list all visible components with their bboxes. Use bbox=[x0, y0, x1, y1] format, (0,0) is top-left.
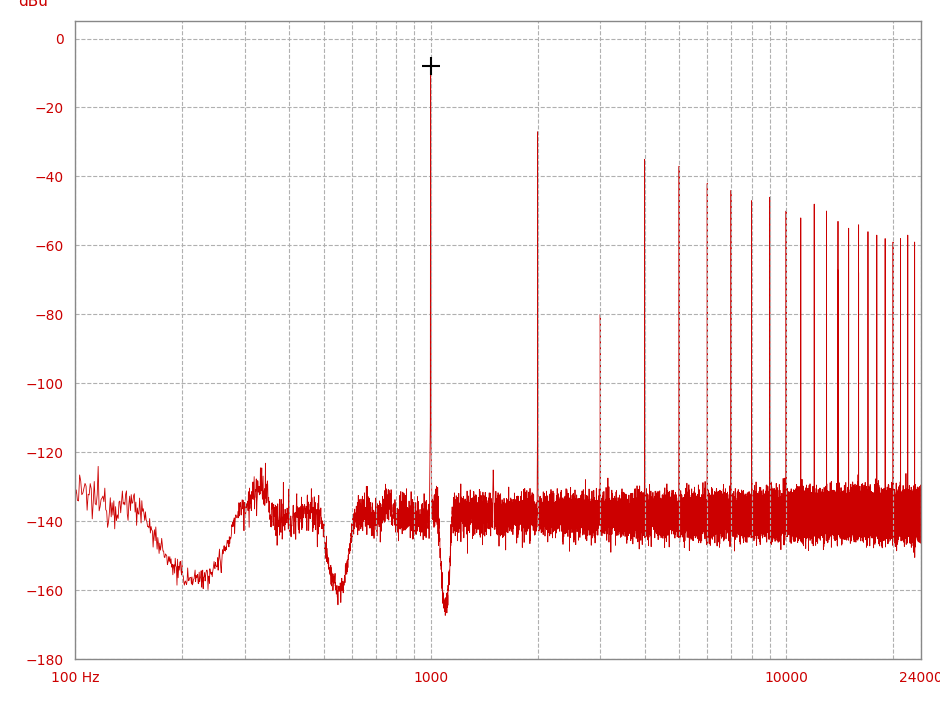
Y-axis label: dBu: dBu bbox=[18, 0, 48, 9]
